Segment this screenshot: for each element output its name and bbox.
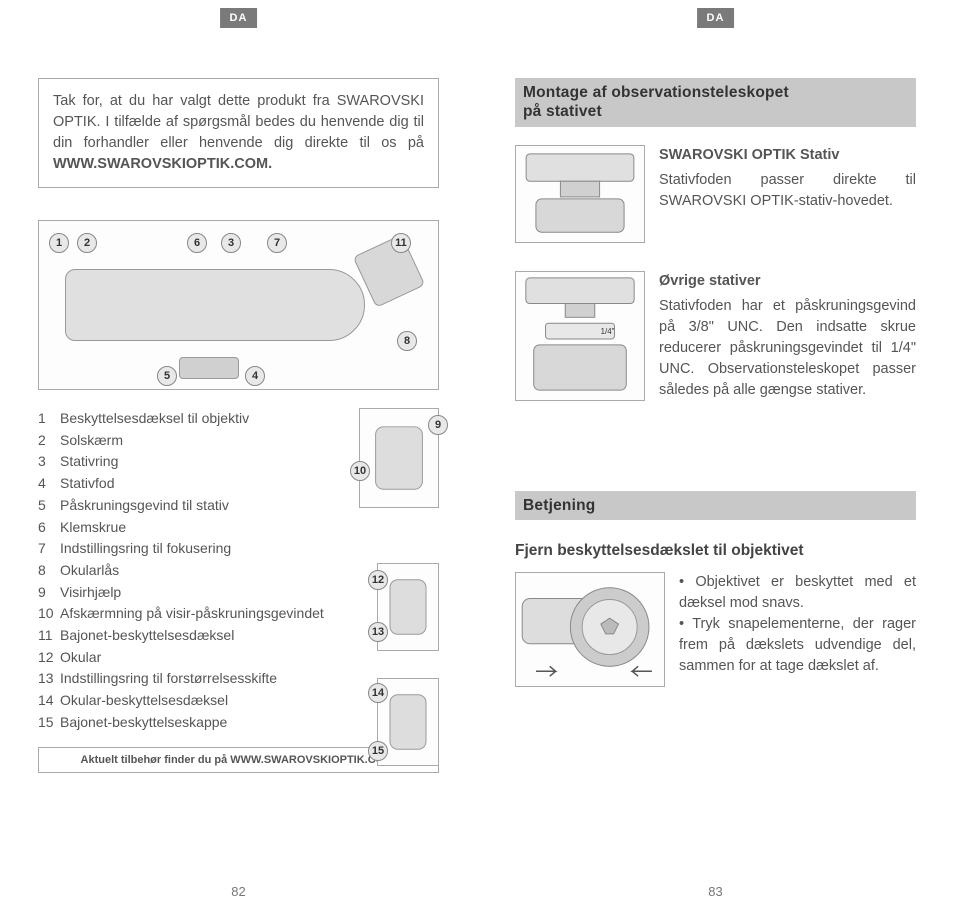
callout-7: 7 (267, 233, 287, 253)
language-tab: DA (697, 8, 735, 28)
header-line1: Montage af observationsteleskopet (523, 84, 789, 101)
legend-num: 10 (38, 603, 60, 625)
cover-diagram (515, 572, 665, 687)
callout-8: 8 (397, 331, 417, 351)
callout-11: 11 (391, 233, 411, 253)
tripod-block-2: 1/4" Øvrige stativer Stativfoden har et … (515, 271, 916, 401)
callout-10: 10 (350, 461, 370, 481)
intro-text: Tak for, at du har valgt dette produkt f… (53, 93, 424, 151)
legend-label: Indstillingsring til fokusering (60, 538, 439, 560)
page-number-left: 82 (231, 884, 245, 899)
section-header-operation: Betjening (515, 491, 916, 520)
page-left: DA Tak for, at du har valgt dette produk… (0, 0, 477, 917)
mini-diagram: 1213 (377, 563, 439, 651)
callout-12: 12 (368, 570, 388, 590)
legend-list: 1Beskyttelsesdæksel til objektiv2Solskær… (38, 408, 439, 733)
legend-row-6: 6Klemskrue (38, 517, 439, 539)
main-diagram: 12 63 7 11 8 5 4 (38, 220, 439, 390)
intro-url: WWW.SWAROVSKIOPTIK.COM. (53, 156, 272, 172)
tripod-block-1: SWAROVSKI OPTIK Stativ Stativfoden passe… (515, 145, 916, 243)
callout-13: 13 (368, 622, 388, 642)
thread-label: 1/4" (601, 327, 615, 336)
legend-row-7: 7Indstillingsring til fokusering (38, 538, 439, 560)
page-right: DA Montage af observationsteleskopet på … (477, 0, 954, 917)
intro-box: Tak for, at du har valgt dette produkt f… (38, 78, 439, 188)
legend-num: 15 (38, 712, 60, 734)
legend-num: 6 (38, 517, 60, 539)
page-number-right: 83 (708, 884, 722, 899)
legend-num: 13 (38, 668, 60, 690)
language-tab: DA (220, 8, 258, 28)
tripod-diagram-swarovski (515, 145, 645, 243)
callout-1: 1 (49, 233, 69, 253)
cover-block: • Objektivet er beskyttet med et dæksel … (515, 572, 916, 687)
legend-num: 3 (38, 451, 60, 473)
callout-6: 6 (187, 233, 207, 253)
callout-3: 3 (221, 233, 241, 253)
legend-num: 1 (38, 408, 60, 430)
callout-5: 5 (157, 366, 177, 386)
tripod-body-1: Stativfoden passer direkte til SWAROVSKI… (659, 172, 916, 209)
callout-15: 15 (368, 741, 388, 761)
scope-foot-shape (179, 357, 239, 379)
legend-num: 8 (38, 560, 60, 582)
legend-num: 7 (38, 538, 60, 560)
scope-body-shape (65, 269, 365, 341)
callout-2: 2 (77, 233, 97, 253)
callout-14: 14 (368, 683, 388, 703)
legend-num: 9 (38, 582, 60, 604)
right-content: Montage af observationsteleskopet på sta… (515, 78, 916, 687)
legend-num: 4 (38, 473, 60, 495)
legend-label: Klemskrue (60, 517, 439, 539)
mini-diagram: 910 (359, 408, 439, 508)
callout-4: 4 (245, 366, 265, 386)
legend-num: 12 (38, 647, 60, 669)
legend-num: 11 (38, 625, 60, 647)
mini-diagram: 1415 (377, 678, 439, 766)
callout-9: 9 (428, 415, 448, 435)
legend-num: 2 (38, 430, 60, 452)
section-header-mounting: Montage af observationsteleskopet på sta… (515, 78, 916, 127)
legend-num: 14 (38, 690, 60, 712)
sub-heading-remove-cover: Fjern beskyttelsesdækslet til objektivet (515, 542, 916, 560)
tripod-body-2: Stativfoden har et påskruningsgevind på … (659, 298, 916, 398)
header-line2: på stativet (523, 103, 602, 120)
tripod-diagram-other: 1/4" (515, 271, 645, 401)
legend-num: 5 (38, 495, 60, 517)
